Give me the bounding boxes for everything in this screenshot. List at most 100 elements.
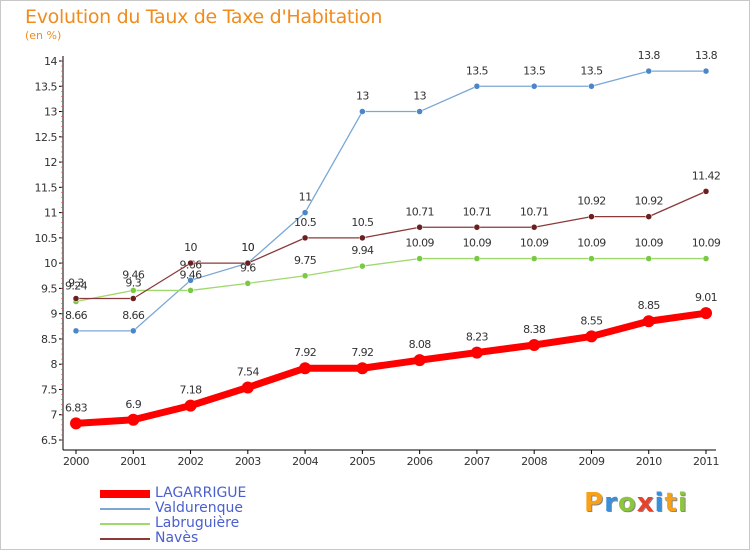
data-point-naves <box>588 213 595 220</box>
data-point-valdurenque <box>702 67 710 75</box>
data-label-lagarrigue: 9.01 <box>695 291 717 304</box>
data-label-valdurenque: 11 <box>299 191 312 204</box>
data-label-naves: 10.71 <box>405 205 434 218</box>
data-point-lagarrigue <box>241 381 254 394</box>
data-point-naves <box>645 213 652 220</box>
data-label-labruguiere: 9.46 <box>122 268 145 281</box>
legend-swatch-labruguiere <box>100 523 150 525</box>
y-tick-label: 8 <box>51 358 58 371</box>
y-tick-label: 10 <box>44 257 57 270</box>
data-label-valdurenque: 13.8 <box>695 49 718 62</box>
x-tick-label: 2006 <box>407 455 433 468</box>
data-label-naves: 10 <box>241 241 254 254</box>
y-tick-label: 11 <box>44 207 57 220</box>
data-label-labruguiere: 9.24 <box>65 280 88 293</box>
x-tick-label: 2000 <box>63 455 89 468</box>
y-tick-label: 12 <box>44 156 57 169</box>
data-label-valdurenque: 13.5 <box>580 64 603 77</box>
data-label-lagarrigue: 8.38 <box>523 323 546 336</box>
x-tick-label: 2007 <box>464 455 490 468</box>
y-tick-label: 13.5 <box>35 80 58 93</box>
data-label-labruguiere: 10.09 <box>520 237 549 250</box>
data-label-valdurenque: 8.66 <box>122 309 145 322</box>
data-point-lagarrigue <box>299 362 312 375</box>
y-tick-label: 11.5 <box>35 181 58 194</box>
data-label-lagarrigue: 7.18 <box>179 384 202 397</box>
data-point-naves <box>359 234 366 242</box>
data-label-lagarrigue: 8.85 <box>638 299 661 312</box>
data-label-naves: 9.3 <box>68 277 84 290</box>
data-point-labruguiere <box>530 255 538 262</box>
data-point-lagarrigue <box>70 417 82 430</box>
data-label-lagarrigue: 7.54 <box>237 365 260 378</box>
data-label-labruguiere: 10.09 <box>634 237 663 250</box>
proxiti-logo: Proxiti <box>584 488 688 518</box>
data-label-naves: 10.92 <box>577 195 606 208</box>
legend-label-naves: Navès <box>155 530 199 546</box>
data-point-valdurenque <box>359 108 366 115</box>
data-point-lagarrigue <box>528 338 541 351</box>
data-label-labruguiere: 9.94 <box>351 244 374 257</box>
data-label-naves: 11.42 <box>692 169 721 182</box>
data-point-valdurenque <box>130 327 137 335</box>
data-point-labruguiere <box>702 255 710 262</box>
data-point-labruguiere <box>301 272 309 280</box>
x-tick-label: 2001 <box>120 455 146 468</box>
legend-label-valdurenque: Valdurenque <box>155 500 244 516</box>
data-label-lagarrigue: 6.9 <box>125 398 141 411</box>
data-point-valdurenque <box>187 277 194 284</box>
data-point-lagarrigue <box>184 399 197 412</box>
data-point-valdurenque <box>645 67 652 75</box>
data-point-labruguiere <box>473 255 481 262</box>
y-tick-label: 9 <box>51 308 58 321</box>
y-tick-label: 7.5 <box>41 383 57 396</box>
series-line-naves <box>76 190 707 300</box>
series-line-labruguiere <box>75 257 706 303</box>
data-point-naves <box>130 295 137 302</box>
data-label-valdurenque: 10 <box>241 241 254 254</box>
legend-swatch-lagarrigue <box>100 490 150 498</box>
data-label-valdurenque: 13.8 <box>638 49 661 62</box>
legend-swatch-valdurenque <box>100 508 150 510</box>
data-label-naves: 10.71 <box>520 205 549 218</box>
data-label-lagarrigue: 8.08 <box>409 338 432 351</box>
data-point-lagarrigue <box>585 330 598 343</box>
data-point-labruguiere <box>416 255 423 262</box>
data-label-valdurenque: 13.5 <box>466 64 489 77</box>
data-point-valdurenque <box>530 83 538 90</box>
data-label-lagarrigue: 8.23 <box>466 331 489 344</box>
data-label-lagarrigue: 7.92 <box>294 346 316 359</box>
data-point-lagarrigue <box>356 362 369 375</box>
data-point-labruguiere <box>244 280 252 287</box>
data-label-valdurenque: 13 <box>356 90 369 103</box>
y-tick-label: 6.5 <box>41 434 57 447</box>
data-label-naves: 10.92 <box>634 195 663 208</box>
legend-swatch-naves <box>100 538 150 540</box>
data-point-naves <box>187 259 194 267</box>
x-tick-label: 2003 <box>235 455 261 468</box>
data-point-naves <box>530 224 538 231</box>
data-point-valdurenque <box>416 108 423 115</box>
series-line-lagarrigue <box>75 309 707 427</box>
data-point-naves <box>416 224 423 231</box>
logo-letter: P <box>584 488 605 518</box>
logo-letter: x <box>636 488 655 518</box>
y-tick-label: 14 <box>44 55 57 68</box>
logo-letter: t <box>664 488 678 518</box>
data-point-lagarrigue <box>700 307 712 320</box>
logo-letter: o <box>617 488 637 518</box>
data-label-lagarrigue: 8.55 <box>580 314 603 327</box>
data-point-labruguiere <box>645 255 652 262</box>
data-label-labruguiere: 9.6 <box>240 261 256 274</box>
data-point-labruguiere <box>588 255 595 262</box>
data-label-naves: 9.3 <box>125 277 141 290</box>
logo-letter: r <box>604 488 618 518</box>
y-tick-label: 12.5 <box>35 131 58 144</box>
data-point-lagarrigue <box>642 315 655 328</box>
data-label-lagarrigue: 7.92 <box>351 346 373 359</box>
data-label-valdurenque: 13.5 <box>523 64 546 77</box>
data-point-valdurenque <box>72 327 80 335</box>
data-point-lagarrigue <box>470 346 483 359</box>
data-point-naves <box>244 259 252 267</box>
